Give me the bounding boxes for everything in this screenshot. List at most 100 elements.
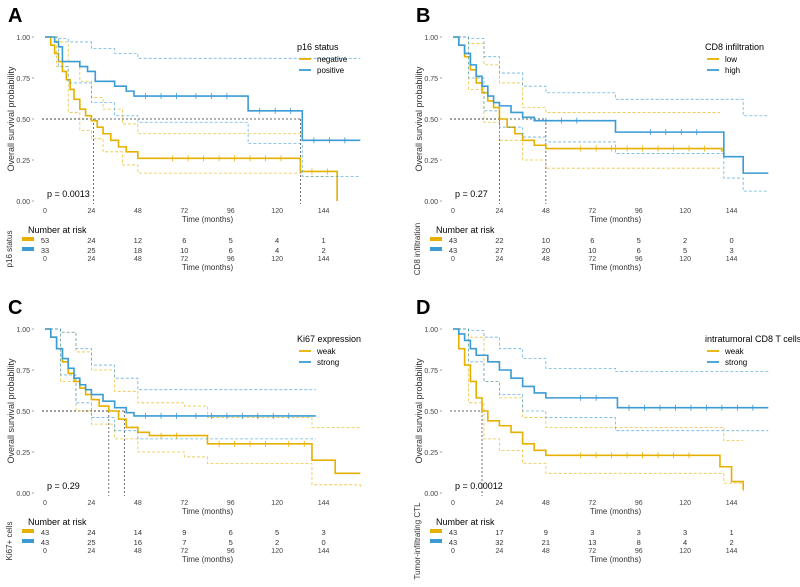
km-curve-negative — [45, 36, 338, 201]
km-curve-strong — [453, 328, 769, 409]
legend-label-weak: weak — [316, 347, 337, 356]
x-tick-label: 48 — [542, 208, 550, 215]
risk-row-swatch-high — [430, 247, 442, 251]
risk-x-tick-label: 120 — [679, 256, 691, 263]
y-tick-label: 0.25 — [16, 158, 30, 165]
risk-count: 20 — [542, 246, 550, 255]
ci-upper-negative — [45, 36, 336, 141]
chart-panel-a: A Overall survival probability 0.00 0.25 0.5… — [5, 5, 361, 272]
ci-upper-weak — [453, 328, 744, 441]
risk-table-title: Number at risk — [28, 517, 87, 527]
risk-table-title: Number at risk — [436, 225, 495, 235]
x-tick-label: 144 — [726, 208, 738, 215]
risk-x-tick-label: 96 — [227, 256, 235, 263]
x-tick-label: 120 — [679, 500, 691, 507]
p-value: p = 0.00012 — [455, 481, 503, 491]
y-tick-label: 1.00 — [16, 35, 30, 42]
x-tick-label: 48 — [542, 500, 550, 507]
chart-panel-c: C Overall survival probability 0.00 0.25 0.5… — [5, 297, 361, 564]
risk-x-tick-label: 48 — [134, 548, 142, 555]
y-tick-label: 1.00 — [424, 35, 438, 42]
km-curve-strong — [45, 328, 316, 417]
risk-row-swatch-weak — [430, 529, 442, 533]
risk-x-tick-label: 48 — [542, 256, 550, 263]
risk-count: 10 — [180, 246, 188, 255]
risk-count: 2 — [683, 236, 687, 245]
risk-x-tick-label: 48 — [542, 548, 550, 555]
risk-count: 13 — [588, 538, 596, 547]
risk-table-group-label: Tumor-infiltrating CTL — [413, 502, 422, 580]
panel-label: B — [416, 5, 430, 27]
risk-count: 7 — [182, 538, 186, 547]
risk-count: 3 — [637, 528, 641, 537]
risk-count: 33 — [41, 246, 49, 255]
y-tick-label: 1.00 — [16, 327, 30, 334]
ci-upper-strong — [453, 328, 769, 373]
legend-label-positive: positive — [317, 66, 345, 75]
ci-lower-weak — [45, 328, 361, 489]
risk-row-swatch-low — [430, 237, 442, 241]
risk-x-tick-label: 0 — [43, 548, 47, 555]
risk-count: 4 — [683, 538, 687, 547]
risk-count: 43 — [449, 538, 457, 547]
km-curve-weak — [45, 328, 361, 475]
risk-row-swatch-strong — [22, 539, 34, 543]
risk-count: 2 — [321, 246, 325, 255]
risk-count: 10 — [588, 246, 596, 255]
y-tick-label: 0.00 — [16, 199, 30, 206]
risk-x-tick-label: 24 — [88, 548, 96, 555]
ci-lower-strong — [45, 328, 316, 440]
x-tick-label: 48 — [134, 500, 142, 507]
x-axis-label: Time (months) — [182, 507, 234, 516]
legend-label-high: high — [725, 66, 740, 75]
risk-count: 4 — [275, 236, 279, 245]
chart-panel-b: B Overall survival probability 0.00 0.25 0.5… — [413, 5, 769, 275]
risk-row-swatch-weak — [22, 529, 34, 533]
risk-count: 0 — [729, 236, 733, 245]
risk-count: 5 — [229, 236, 233, 245]
risk-x-tick-label: 96 — [635, 256, 643, 263]
risk-x-tick-label: 24 — [496, 548, 504, 555]
y-tick-label: 0.50 — [16, 117, 30, 124]
risk-count: 43 — [449, 236, 457, 245]
y-tick-label: 1.00 — [424, 327, 438, 334]
risk-row-swatch-strong — [430, 539, 442, 543]
x-tick-label: 72 — [588, 500, 596, 507]
ci-lower-low — [453, 36, 720, 169]
risk-count: 27 — [495, 246, 503, 255]
x-tick-label: 120 — [271, 208, 283, 215]
risk-count: 3 — [683, 528, 687, 537]
ci-lower-strong — [453, 328, 769, 432]
risk-count: 43 — [449, 528, 457, 537]
p-value: p = 0.27 — [455, 189, 488, 199]
y-axis-label: Overall survival probability — [414, 358, 424, 464]
panel-label: D — [416, 297, 430, 319]
risk-count: 6 — [590, 236, 594, 245]
risk-table-group-label: p16 status — [5, 231, 14, 268]
y-axis-label: Overall survival probability — [6, 358, 16, 464]
risk-count: 43 — [41, 538, 49, 547]
risk-x-axis-label: Time (months) — [590, 263, 642, 272]
y-tick-label: 0.00 — [424, 199, 438, 206]
risk-count: 4 — [275, 246, 279, 255]
risk-table-group-label: CD8 infiltration — [413, 223, 422, 275]
risk-x-tick-label: 0 — [451, 548, 455, 555]
risk-count: 9 — [544, 528, 548, 537]
risk-x-tick-label: 144 — [726, 256, 738, 263]
risk-x-tick-label: 72 — [588, 548, 596, 555]
x-tick-label: 24 — [88, 500, 96, 507]
ci-upper-strong — [45, 328, 316, 391]
y-tick-label: 0.25 — [424, 158, 438, 165]
panel-label: A — [8, 5, 22, 27]
x-tick-label: 72 — [180, 500, 188, 507]
risk-count: 16 — [134, 538, 142, 547]
risk-count: 21 — [542, 538, 550, 547]
risk-x-tick-label: 144 — [726, 548, 738, 555]
risk-count: 6 — [637, 246, 641, 255]
ci-lower-weak — [453, 328, 744, 492]
risk-count: 6 — [182, 236, 186, 245]
chart-panel-d: D Overall survival probability 0.00 0.25 0.5… — [413, 297, 800, 580]
risk-x-axis-label: Time (months) — [182, 555, 234, 564]
risk-x-tick-label: 24 — [88, 256, 96, 263]
risk-x-tick-label: 120 — [679, 548, 691, 555]
